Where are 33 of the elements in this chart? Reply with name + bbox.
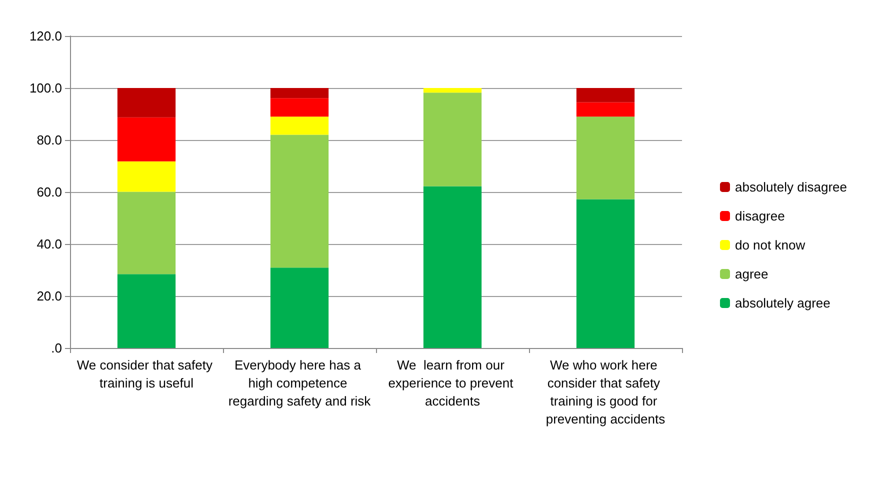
legend-label: agree — [734, 266, 768, 282]
bar — [270, 134, 329, 268]
bar — [576, 102, 635, 117]
y-tick-label: 80.0 — [36, 132, 62, 148]
bar — [576, 199, 635, 348]
y-tick-label: 120.0 — [29, 28, 62, 44]
bar — [576, 116, 635, 200]
y-tick-label: 40.0 — [36, 236, 62, 252]
legend-label: disagree — [734, 208, 785, 224]
bar — [117, 117, 176, 162]
y-tick-label: 20.0 — [36, 288, 62, 304]
bar — [117, 161, 176, 192]
bar — [117, 88, 176, 118]
x-tick-label: We who work here consider that safety training is good for preventing accidents — [546, 358, 666, 426]
x-tick-label: We consider that safety training is useful — [76, 358, 216, 390]
bar — [117, 192, 176, 274]
y-tick-label: 100.0 — [29, 80, 62, 96]
bar — [270, 88, 329, 98]
bar — [270, 116, 329, 135]
legend-label: do not know — [734, 238, 806, 252]
y-tick-label: 60.0 — [36, 184, 62, 200]
bar — [270, 268, 329, 348]
bar — [423, 186, 482, 348]
legend-label: absolutely agree — [734, 296, 830, 310]
x-tick-label: Everybody here has a high competence regarding safety and risk — [228, 358, 372, 408]
bar — [117, 274, 176, 348]
bar — [423, 92, 482, 186]
bar — [576, 88, 635, 102]
x-tick-label: We learn from our experience to prevent accidents — [388, 358, 517, 408]
legend-label: absolutely disagree — [734, 180, 848, 194]
y-tick-label: .0 — [51, 340, 62, 356]
bar — [270, 98, 329, 117]
bar — [423, 88, 482, 93]
